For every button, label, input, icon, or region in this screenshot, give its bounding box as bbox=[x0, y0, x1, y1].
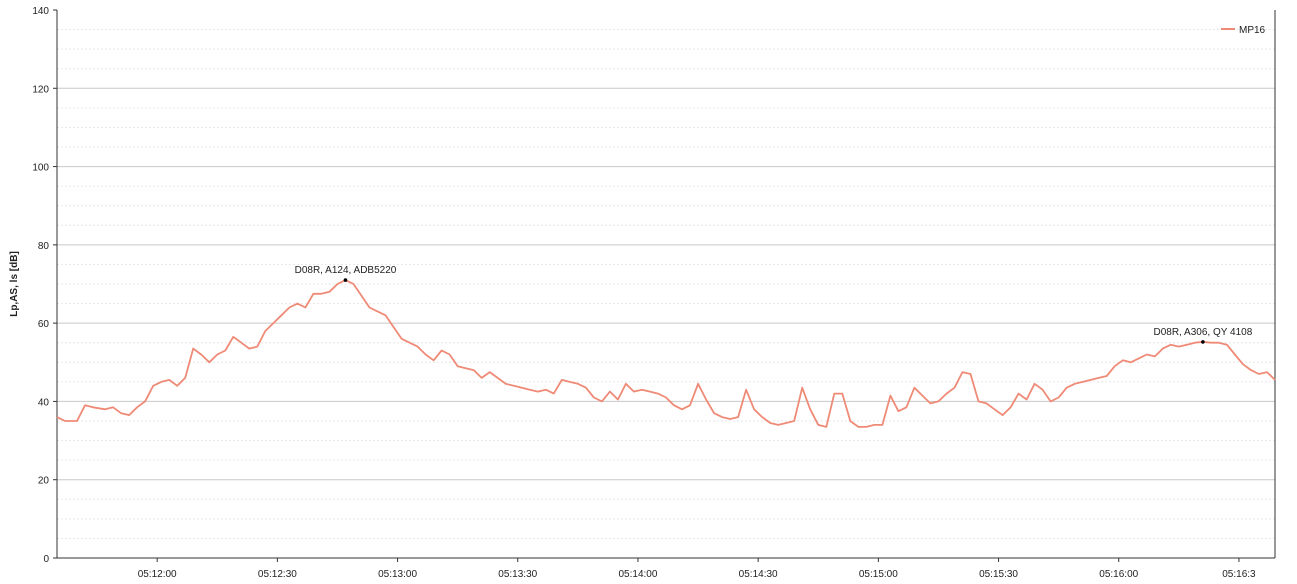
x-tick-label: 05:13:00 bbox=[378, 569, 417, 580]
x-tick-label: 05:14:00 bbox=[618, 569, 657, 580]
annotation-label: D08R, A306, QY 4108 bbox=[1153, 327, 1252, 338]
legend[interactable]: MP16 bbox=[1221, 25, 1266, 36]
grid-lines bbox=[57, 29, 1275, 539]
y-tick-label: 60 bbox=[38, 319, 50, 330]
axes bbox=[56, 10, 1276, 559]
x-tick-label: 05:12:30 bbox=[258, 569, 297, 580]
y-tick-label: 40 bbox=[38, 397, 50, 408]
x-tick-label: 05:14:30 bbox=[739, 569, 778, 580]
y-axis-tick-labels: 0 20 40 60 80 100 120 140 bbox=[32, 6, 57, 565]
y-tick-label: 140 bbox=[32, 6, 49, 17]
y-tick-label: 100 bbox=[32, 163, 49, 174]
y-tick-label: 20 bbox=[38, 476, 50, 487]
y-tick-label: 0 bbox=[43, 554, 49, 565]
legend-label: MP16 bbox=[1239, 25, 1266, 36]
series-line-mp16 bbox=[56, 279, 1276, 428]
x-tick-label: 05:12:00 bbox=[138, 569, 177, 580]
annotation-label: D08R, A124, ADB5220 bbox=[295, 265, 397, 276]
x-tick-label: 05:15:30 bbox=[979, 569, 1018, 580]
x-tick-label: 05:15:00 bbox=[859, 569, 898, 580]
y-tick-label: 120 bbox=[32, 84, 49, 95]
x-axis-tick-labels: 05:12:00 05:12:30 05:13:00 05:13:30 05:14:00… bbox=[138, 558, 1256, 580]
x-tick-label: 05:16:00 bbox=[1099, 569, 1138, 580]
y-axis-label: Lp,AS, ls [dB] bbox=[9, 251, 20, 317]
y-tick-label: 80 bbox=[38, 241, 50, 252]
annotation-marker bbox=[1201, 340, 1205, 344]
series-layer bbox=[56, 279, 1276, 428]
x-tick-label: 05:13:30 bbox=[498, 569, 537, 580]
annotations: D08R, A124, ADB5220 D08R, A306, QY 4108 bbox=[295, 265, 1253, 344]
annotation-marker bbox=[343, 278, 348, 282]
x-tick-label: 05:16:3 bbox=[1222, 569, 1256, 580]
